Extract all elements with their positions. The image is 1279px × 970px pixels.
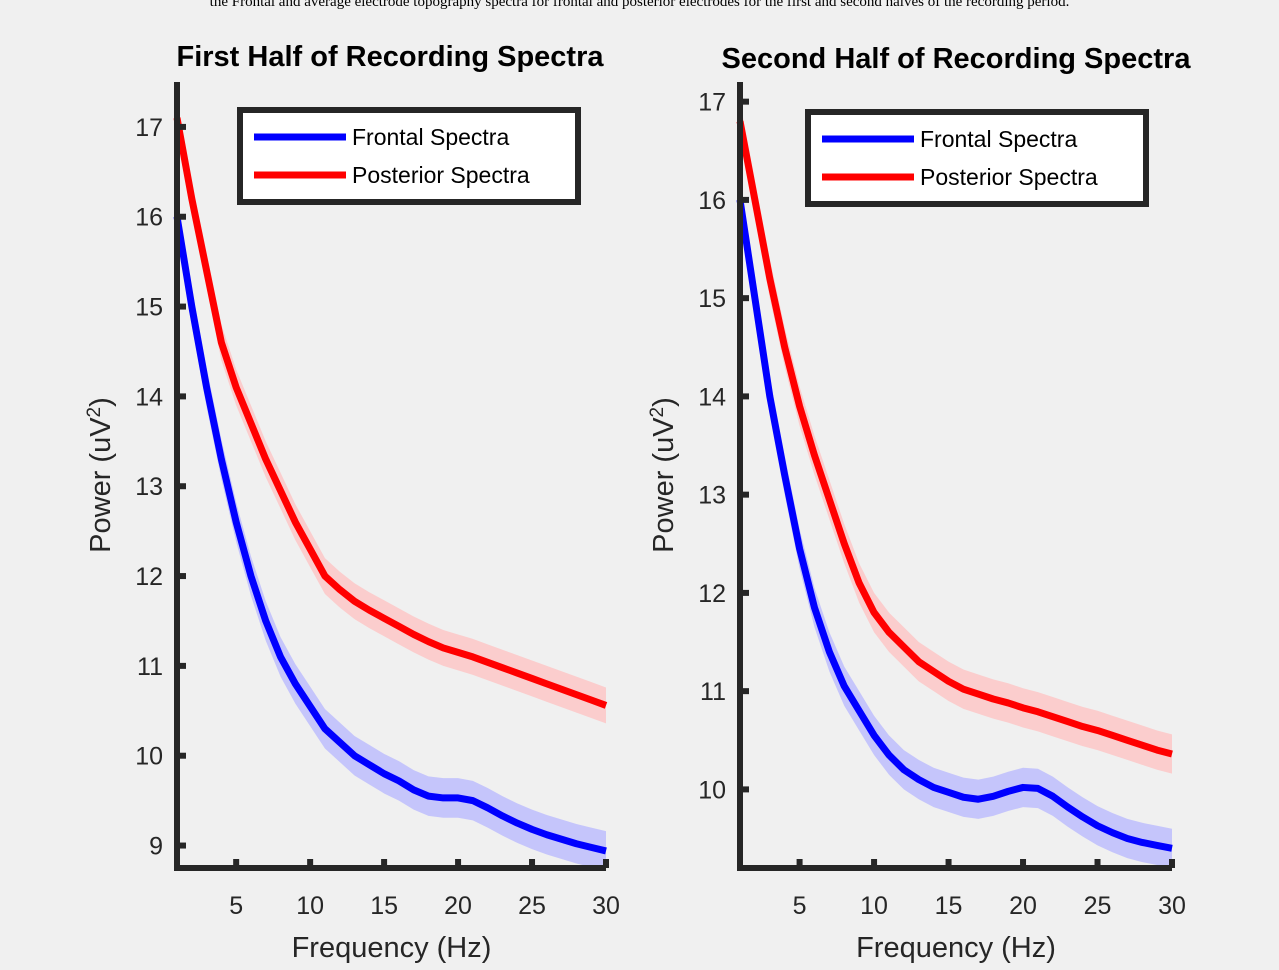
y-tick-label: 15 xyxy=(135,294,163,322)
legend-label-1: Frontal Spectra xyxy=(920,126,1077,152)
chart-title: Second Half of Recording Spectra xyxy=(722,43,1192,75)
series-line-1 xyxy=(736,199,1173,852)
y-tick-label: 12 xyxy=(698,580,726,608)
legend-box xyxy=(237,107,581,205)
y-tick-label: 10 xyxy=(135,743,163,771)
legend-label-2: Posterior Spectra xyxy=(920,164,1098,190)
y-tick-label: 14 xyxy=(135,383,163,411)
x-tick-label: 20 xyxy=(1009,892,1037,920)
chart-title: First Half of Recording Spectra xyxy=(176,41,604,73)
x-tick-label: 20 xyxy=(444,892,472,920)
x-tick-label: 15 xyxy=(370,892,398,920)
series-line-1 xyxy=(173,216,607,855)
x-tick-label: 30 xyxy=(592,892,620,920)
y-tick-label: 11 xyxy=(137,653,163,681)
y-tick-label: 16 xyxy=(135,204,163,232)
y-tick-label: 16 xyxy=(698,187,726,215)
series-band-1 xyxy=(740,180,1172,868)
series-line-2 xyxy=(736,120,1173,758)
y-tick-label: 14 xyxy=(698,383,726,411)
x-tick-label: 25 xyxy=(518,892,546,920)
y-axis-label: Power (uV2) xyxy=(84,397,118,553)
y-tick-label: 12 xyxy=(135,563,163,591)
x-tick-label: 5 xyxy=(229,892,243,920)
figure-caption: the Frontal and average electrode topogr… xyxy=(209,0,1070,10)
legend-box xyxy=(805,109,1149,207)
chart-panel-2: Second Half of Recording Spectra 5 10 15 20 2… xyxy=(647,43,1192,964)
x-axis-label: Frequency (Hz) xyxy=(292,932,492,964)
legend-label-2: Posterior Spectra xyxy=(352,162,530,188)
chart-panel-1: First Half of Recording Spectra 5 10 15 20 25… xyxy=(84,41,620,964)
x-axis-label: Frequency (Hz) xyxy=(856,932,1056,964)
y-tick-label: 13 xyxy=(135,473,163,501)
y-tick-label: 11 xyxy=(700,678,726,706)
y-tick-label: 15 xyxy=(698,285,726,313)
legend: Frontal Spectra Posterior Spectra xyxy=(237,107,581,205)
x-tick-label: 5 xyxy=(793,892,807,920)
legend-label-1: Frontal Spectra xyxy=(352,124,509,150)
x-tick-label: 15 xyxy=(935,892,963,920)
y-tick-label: 17 xyxy=(135,114,163,142)
y-axis-label: Power (uV2) xyxy=(647,397,681,553)
legend: Frontal Spectra Posterior Spectra xyxy=(805,109,1149,207)
x-tick-label: 25 xyxy=(1084,892,1112,920)
series-line-2 xyxy=(173,117,608,709)
y-tick-label: 17 xyxy=(698,89,726,117)
y-tick-label: 10 xyxy=(698,776,726,804)
x-tick-label: 10 xyxy=(296,892,324,920)
x-tick-label: 10 xyxy=(860,892,888,920)
y-tick-label: 13 xyxy=(698,482,726,510)
y-tick-label: 9 xyxy=(149,833,163,861)
x-tick-label: 30 xyxy=(1158,892,1186,920)
